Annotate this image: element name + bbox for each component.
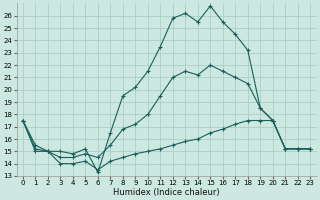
X-axis label: Humidex (Indice chaleur): Humidex (Indice chaleur) bbox=[113, 188, 220, 197]
